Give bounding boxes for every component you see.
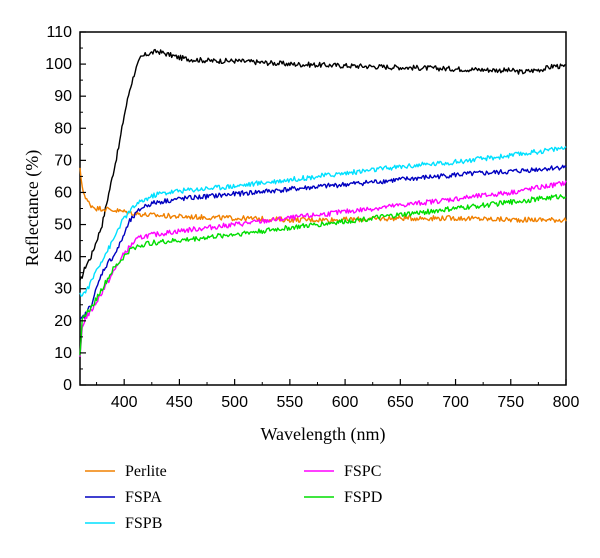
y-tick-label: 10 xyxy=(54,345,72,362)
y-tick-label: 60 xyxy=(54,184,72,201)
legend-label-fspd: FSPD xyxy=(344,489,382,506)
y-tick-label: 70 xyxy=(54,152,72,169)
plot-frame xyxy=(79,31,567,386)
legend-label-fspb: FSPB xyxy=(125,515,162,532)
y-axis-ticks: 0 10 20 30 40 50 60 70 80 90 100 110 xyxy=(45,24,86,394)
x-tick-label: 600 xyxy=(332,394,359,411)
series-line-fspb xyxy=(79,146,567,297)
y-tick-label: 0 xyxy=(63,377,72,394)
x-tick-label: 450 xyxy=(166,394,193,411)
x-tick-label: 700 xyxy=(442,394,469,411)
y-tick-label: 110 xyxy=(46,24,72,41)
x-tick-label: 550 xyxy=(277,394,304,411)
y-tick-label: 80 xyxy=(54,120,72,137)
y-tick-label: 90 xyxy=(54,88,72,105)
x-tick-label: 500 xyxy=(221,394,248,411)
series-line-fspa xyxy=(79,164,567,320)
legend-label-fspa: FSPA xyxy=(125,489,162,506)
legend: Perlite FSPA FSPB FSPC FSPD xyxy=(85,463,382,532)
x-tick-label: 750 xyxy=(497,394,524,411)
legend-label-fspc: FSPC xyxy=(344,463,381,480)
x-tick-label: 650 xyxy=(387,394,414,411)
legend-label-perlite: Perlite xyxy=(125,463,167,480)
x-axis-ticks: 400 450 500 550 600 650 700 750 800 xyxy=(96,379,580,411)
series-layer xyxy=(79,48,567,357)
series-line-fspd xyxy=(79,194,567,356)
y-tick-label: 30 xyxy=(54,281,72,298)
y-tick-label: 40 xyxy=(54,249,72,266)
y-tick-label: 20 xyxy=(54,313,72,330)
y-axis-title: Reflectance (%) xyxy=(22,150,43,266)
x-tick-label: 800 xyxy=(553,394,580,411)
y-tick-label: 50 xyxy=(54,217,72,234)
series-line-unlabeled xyxy=(79,48,567,281)
x-axis-title: Wavelength (nm) xyxy=(260,424,385,445)
y-tick-label: 100 xyxy=(45,56,72,73)
series-line-perlite xyxy=(79,167,567,223)
x-tick-label: 400 xyxy=(111,394,138,411)
plot-area: 400 450 500 550 600 650 700 750 800 0 10 20 30 40 50 6… xyxy=(45,24,579,411)
series-line-fspc xyxy=(79,180,567,357)
